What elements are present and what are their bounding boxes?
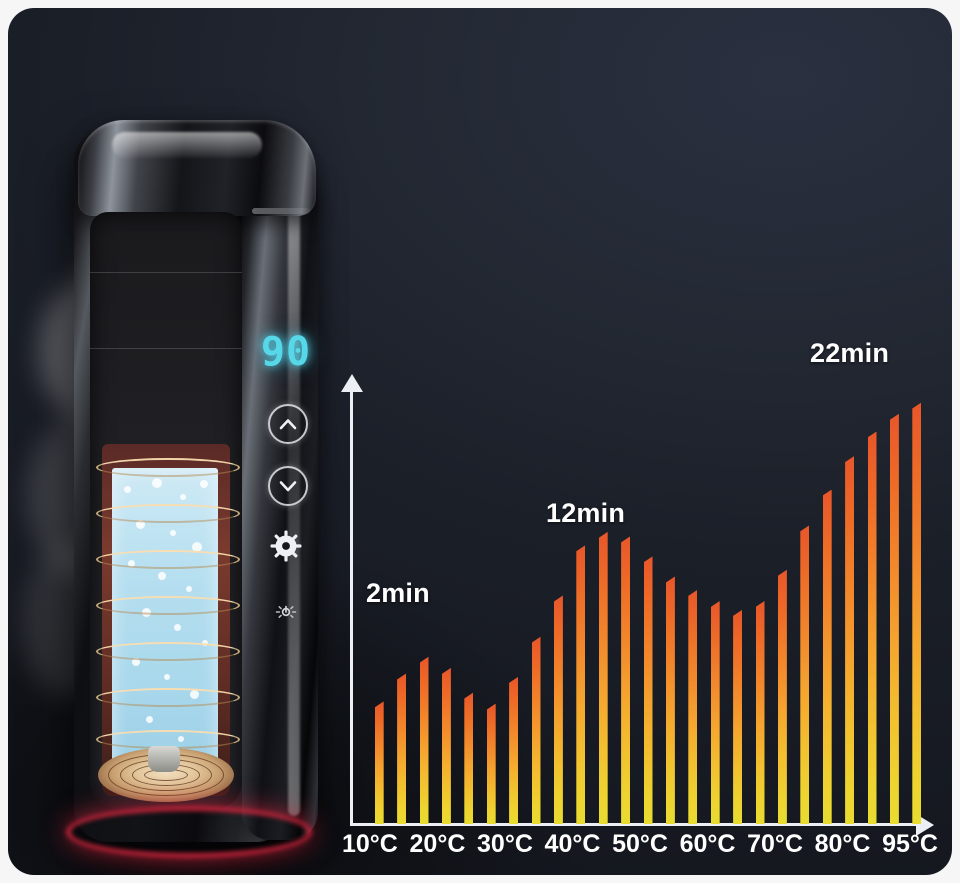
chevron-up-icon bbox=[278, 417, 298, 431]
bubble bbox=[170, 530, 176, 536]
chart-bar bbox=[374, 701, 384, 824]
chart-bar bbox=[509, 676, 519, 824]
bubble bbox=[200, 480, 208, 488]
bubble bbox=[174, 624, 181, 631]
y-axis-line bbox=[350, 386, 353, 826]
chart-bar bbox=[441, 667, 451, 824]
temperature-down-button[interactable] bbox=[268, 466, 308, 506]
kettle-lid bbox=[78, 120, 316, 216]
chart-bar bbox=[531, 636, 541, 824]
chart-bar bbox=[486, 703, 496, 824]
bar-series bbox=[368, 378, 928, 824]
heating-coil bbox=[96, 688, 240, 707]
annotation-2min: 2min bbox=[366, 578, 430, 608]
x-tick-label: 40°C bbox=[544, 830, 601, 858]
lid-gloss bbox=[112, 132, 262, 158]
chart-bar bbox=[576, 545, 586, 824]
handle-seam bbox=[252, 208, 310, 214]
x-tick-label: 30°C bbox=[477, 830, 533, 858]
chart-bar bbox=[845, 456, 855, 824]
chart-bar bbox=[553, 595, 563, 824]
chart-bar bbox=[710, 601, 720, 824]
power-button[interactable] bbox=[274, 602, 298, 626]
center-probe bbox=[148, 746, 180, 772]
chart-bar bbox=[643, 556, 653, 824]
x-tick-label: 80°C bbox=[814, 830, 871, 858]
kettle-cutaway-window bbox=[90, 212, 242, 808]
heating-time-bar-chart: 2min 12min 22min 10°C 20°C 30°C 40°C 50°C 60°… bbox=[328, 338, 938, 858]
settings-button[interactable] bbox=[268, 530, 304, 566]
dark-product-panel: 90 bbox=[8, 8, 952, 875]
bubble bbox=[132, 658, 140, 666]
bubble bbox=[180, 494, 186, 500]
chart-bar bbox=[733, 609, 743, 824]
heating-coil bbox=[96, 550, 240, 569]
bubble bbox=[158, 572, 166, 580]
chart-bar bbox=[800, 525, 810, 824]
chart-bar bbox=[889, 413, 899, 824]
chart-bar bbox=[665, 576, 675, 824]
chart-bar bbox=[755, 601, 765, 824]
heating-coil bbox=[96, 642, 240, 661]
base-glow-ring bbox=[66, 806, 312, 858]
chart-bar bbox=[777, 569, 787, 824]
chart-bar bbox=[822, 489, 832, 824]
bubble bbox=[136, 520, 145, 529]
window-seam bbox=[90, 348, 242, 349]
power-icon bbox=[275, 604, 297, 625]
bubble bbox=[146, 716, 153, 723]
bubble bbox=[192, 542, 202, 552]
gear-icon bbox=[270, 530, 302, 567]
x-tick-label: 70°C bbox=[747, 830, 803, 858]
x-tick-label: 20°C bbox=[409, 830, 466, 858]
chart-bar bbox=[464, 692, 474, 824]
chart-bar bbox=[397, 673, 407, 824]
chart-bar bbox=[419, 656, 429, 824]
bubble bbox=[124, 486, 131, 493]
thermos-kettle-illustration: 90 bbox=[22, 116, 326, 858]
chart-bar bbox=[688, 589, 698, 824]
chart-bar bbox=[621, 536, 631, 824]
x-tick-label: 50°C bbox=[612, 830, 668, 858]
temperature-up-button[interactable] bbox=[268, 404, 308, 444]
heating-coil bbox=[96, 596, 240, 615]
bubble bbox=[152, 478, 162, 488]
annotation-12min: 12min bbox=[546, 498, 626, 528]
annotation-22min: 22min bbox=[810, 338, 890, 368]
bubble bbox=[164, 674, 170, 680]
temperature-display: 90 bbox=[260, 329, 312, 375]
x-axis-tick-labels: 10°C 20°C 30°C 40°C 50°C 60°C 70°C 80°C 95°C bbox=[342, 830, 938, 859]
chart-bar bbox=[912, 402, 922, 824]
chart-bar bbox=[598, 531, 608, 824]
x-tick-label: 10°C bbox=[342, 830, 398, 858]
x-tick-label: 95°C bbox=[882, 830, 938, 858]
bubble bbox=[186, 586, 192, 592]
x-tick-label: 60°C bbox=[679, 830, 736, 858]
chart-bar bbox=[867, 431, 877, 824]
x-axis-line bbox=[350, 823, 920, 826]
y-axis-arrow bbox=[341, 374, 363, 392]
heating-coil bbox=[96, 504, 240, 523]
heating-coil bbox=[96, 458, 240, 477]
chevron-down-icon bbox=[278, 479, 298, 493]
window-seam bbox=[90, 272, 242, 273]
